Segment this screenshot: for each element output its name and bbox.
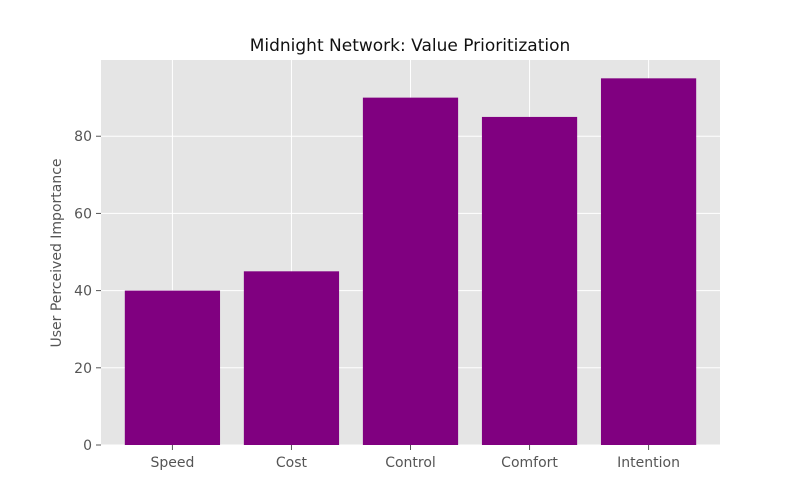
y-tick-label: 0: [83, 438, 92, 454]
bar-cost: [243, 271, 340, 445]
bar-control: [362, 97, 459, 445]
y-tick-label: 60: [74, 206, 92, 222]
x-tick-label: Intention: [617, 455, 680, 471]
x-tick-label: Cost: [276, 455, 308, 471]
chart-title: Midnight Network: Value Prioritization: [250, 36, 571, 56]
bar-comfort: [481, 116, 578, 446]
bar-speed: [124, 290, 221, 445]
y-tick-label: 20: [74, 361, 92, 377]
bars: [124, 78, 697, 446]
y-tick-label: 80: [74, 129, 92, 145]
y-axis-ticks: 0 20 40 60 80: [74, 129, 101, 454]
y-axis-label: User Perceived Importance: [49, 158, 65, 347]
x-tick-label: Comfort: [501, 455, 558, 471]
x-axis-ticks: Speed Cost Control Comfort Intention: [150, 445, 680, 471]
x-tick-label: Speed: [150, 455, 194, 471]
y-tick-label: 40: [74, 284, 92, 300]
x-tick-label: Control: [385, 455, 436, 471]
bar-intention: [600, 78, 697, 445]
